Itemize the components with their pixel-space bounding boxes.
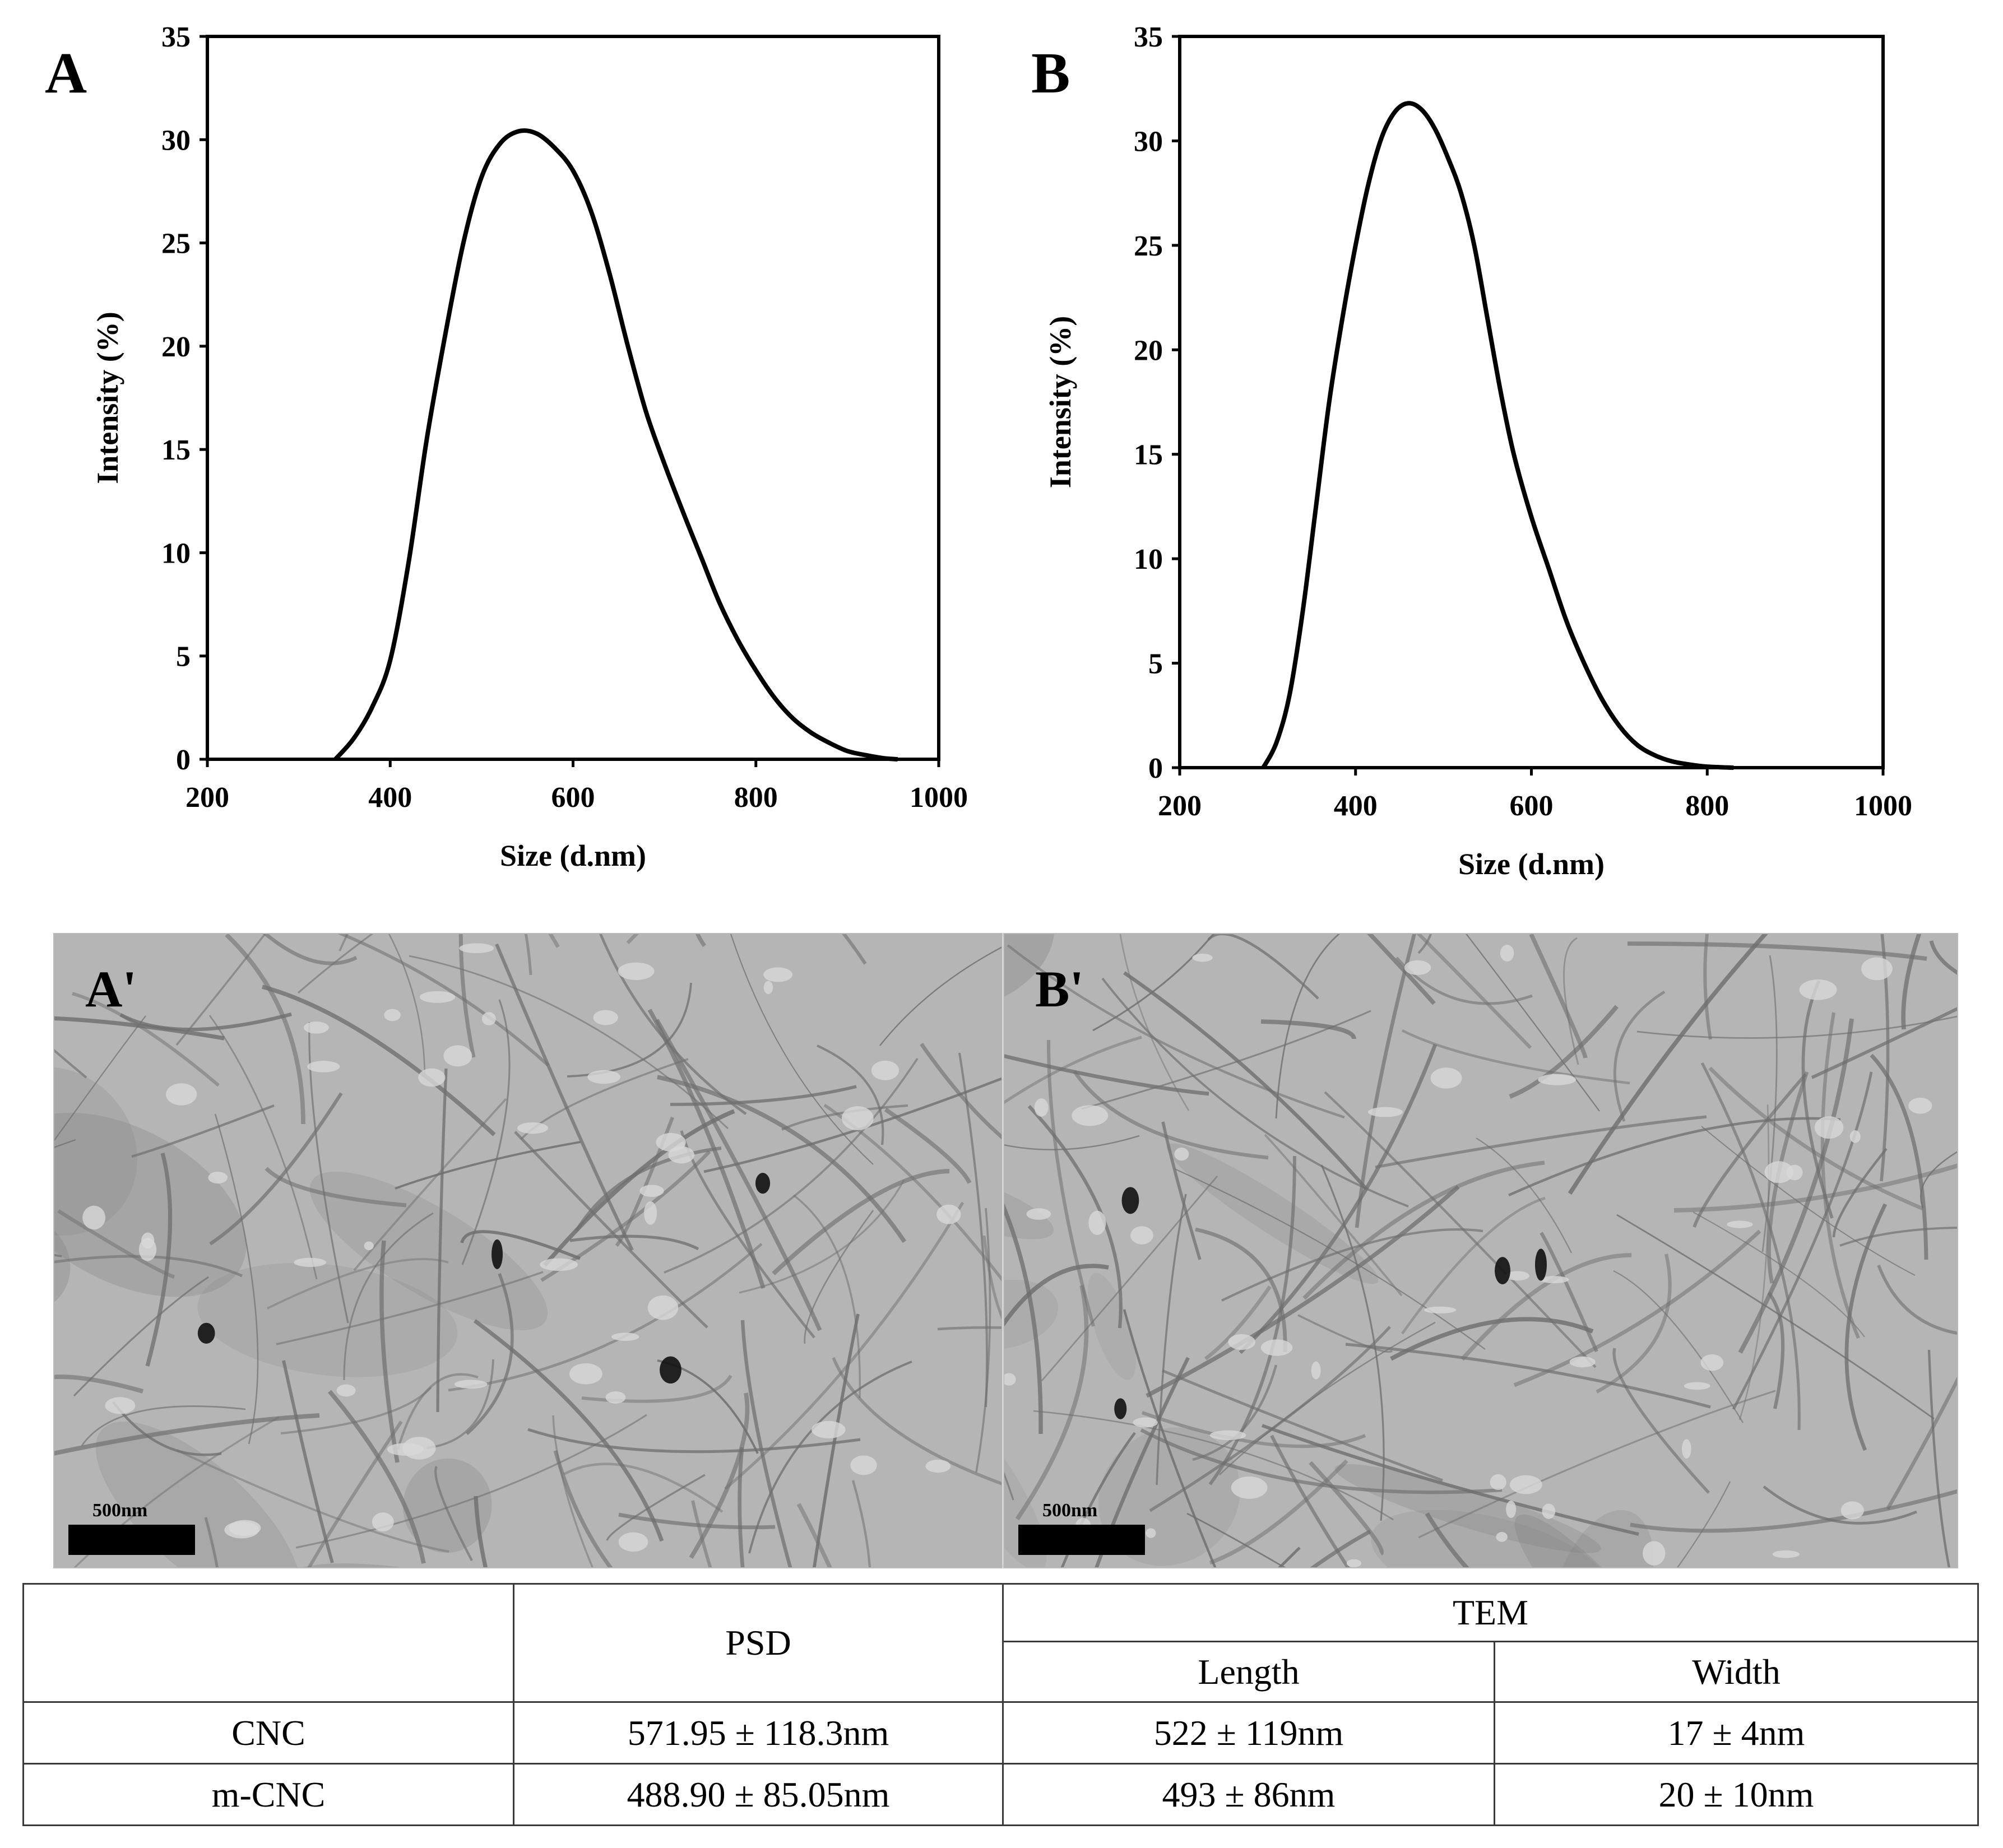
plot-frame xyxy=(206,35,940,761)
header-psd: PSD xyxy=(513,1583,1004,1703)
y-tick-label: 10 xyxy=(1134,544,1163,575)
x-axis-label: Size (d.nm) xyxy=(500,839,646,872)
table-corner-cell xyxy=(22,1583,514,1703)
row-length: 522 ± 119nm xyxy=(1002,1701,1495,1765)
y-tick-label: 30 xyxy=(1134,126,1163,157)
y-tick-label: 0 xyxy=(1148,753,1163,784)
x-tick-label: 400 xyxy=(368,782,412,814)
y-axis-label: Intensity (%) xyxy=(1044,316,1077,489)
y-tick-label: 15 xyxy=(1134,439,1163,471)
scale-bar-label-b: 500nm xyxy=(1042,1500,1098,1521)
x-tick-label: 200 xyxy=(1158,790,1202,822)
y-tick-label: 20 xyxy=(1134,335,1163,366)
table-row: m-CNC 488.90 ± 85.05nm 493 ± 86nm 20 ± 1… xyxy=(22,1763,1979,1826)
header-length: Length xyxy=(1002,1641,1495,1703)
row-name: m-CNC xyxy=(22,1763,514,1826)
panel-label: B xyxy=(1031,41,1070,105)
x-tick-label: 600 xyxy=(551,782,595,814)
x-tick-label: 200 xyxy=(186,782,229,814)
tem-micrograph-a xyxy=(54,934,1001,1567)
scale-bar-a xyxy=(68,1525,195,1555)
y-tick-label: 0 xyxy=(176,744,191,776)
header-tem: TEM xyxy=(1002,1583,1979,1642)
x-tick-label: 1000 xyxy=(1854,790,1912,822)
row-psd: 488.90 ± 85.05nm xyxy=(513,1763,1004,1826)
y-tick-label: 35 xyxy=(161,21,191,53)
x-axis-label: Size (d.nm) xyxy=(1458,847,1605,881)
tem-image-cnc: A' 500nm xyxy=(53,933,1003,1568)
y-tick-label: 25 xyxy=(161,228,191,260)
size-summary-table: PSD TEM Length Width CNC 571.95 ± 118.3n… xyxy=(22,1583,1979,1826)
plot-frame xyxy=(1178,35,1885,769)
row-length: 493 ± 86nm xyxy=(1002,1763,1495,1826)
scale-bar-b xyxy=(1018,1525,1145,1555)
tem-panel-label-a: A' xyxy=(85,960,137,1018)
y-axis-label: Intensity (%) xyxy=(91,312,124,484)
tem-panel-label-b: B' xyxy=(1035,960,1084,1018)
x-tick-label: 800 xyxy=(1685,790,1729,822)
y-tick-label: 35 xyxy=(1134,21,1163,53)
y-tick-label: 15 xyxy=(161,434,191,466)
y-tick-label: 5 xyxy=(176,641,191,673)
x-tick-label: 800 xyxy=(734,782,778,814)
row-psd: 571.95 ± 118.3nm xyxy=(513,1701,1004,1765)
x-tick-label: 1000 xyxy=(910,782,968,814)
tem-image-m-cnc: B' 500nm xyxy=(1003,933,1958,1568)
row-width: 20 ± 10nm xyxy=(1494,1763,1979,1826)
y-tick-label: 20 xyxy=(161,331,191,363)
y-tick-label: 30 xyxy=(161,124,191,156)
tem-micrograph-b xyxy=(1004,934,1957,1567)
x-tick-label: 600 xyxy=(1510,790,1554,822)
header-width: Width xyxy=(1494,1641,1979,1703)
scale-bar-label-a: 500nm xyxy=(92,1500,148,1521)
series-line xyxy=(1261,101,1734,770)
row-width: 17 ± 4nm xyxy=(1494,1701,1979,1765)
x-tick-label: 400 xyxy=(1334,790,1378,822)
row-name: CNC xyxy=(22,1701,514,1765)
panel-label: A xyxy=(45,41,87,105)
series-line xyxy=(333,128,898,762)
table-row: CNC 571.95 ± 118.3nm 522 ± 119nm 17 ± 4n… xyxy=(22,1701,1979,1765)
y-tick-label: 25 xyxy=(1134,230,1163,262)
y-tick-label: 5 xyxy=(1148,648,1163,680)
y-tick-label: 10 xyxy=(161,537,191,569)
